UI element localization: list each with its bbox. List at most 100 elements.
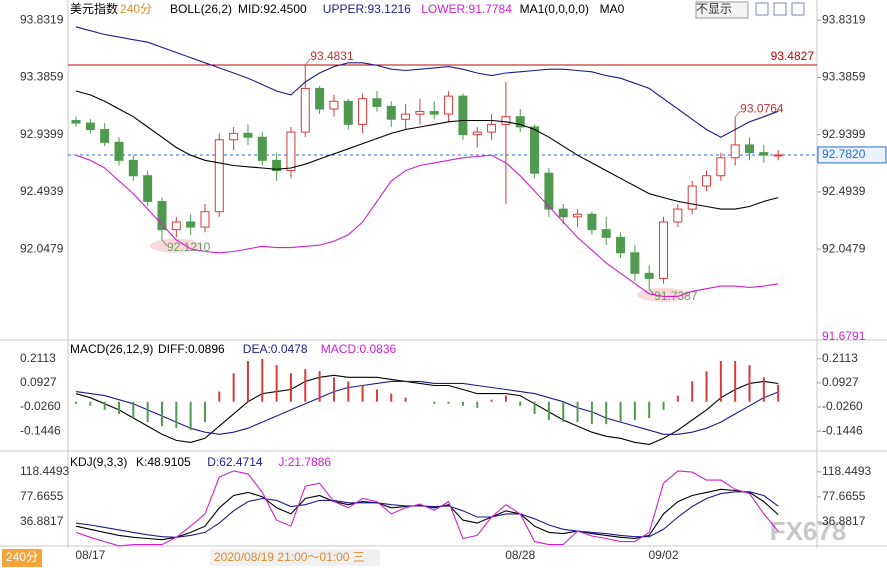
low-highlight (637, 287, 690, 302)
series-line (75, 374, 779, 445)
candle-body (114, 141, 124, 161)
series-line (75, 380, 779, 435)
y-tick-label-right: 0.0927 (822, 375, 859, 389)
timeframe-button[interactable] (2, 549, 42, 567)
candle-body (587, 213, 597, 231)
candle-body (329, 100, 339, 110)
candle-body (759, 152, 769, 156)
legend-label: BOLL(26,2) (170, 2, 232, 16)
candle-body (773, 154, 783, 157)
y-tick-label-right: 36.8817 (822, 514, 866, 528)
annotation-pointer (304, 58, 311, 66)
candle-body (200, 211, 210, 228)
series-line (75, 470, 779, 547)
candle-body (272, 159, 282, 172)
candle-body (444, 95, 454, 115)
y-tick-label-right: 118.4493 (822, 464, 871, 478)
candle-body (372, 98, 382, 107)
y-tick-label: 93.8319 (20, 12, 64, 26)
y-tick-label: 92.4939 (20, 184, 64, 198)
candle-body (429, 111, 439, 115)
y-tick-label: 93.3859 (20, 70, 64, 84)
hide-button-label[interactable]: 不显示 (696, 2, 732, 16)
candle-body (659, 221, 669, 279)
y-tick-label-right: 93.8319 (822, 12, 866, 26)
icon[interactable] (773, 2, 787, 16)
candle-body (157, 200, 167, 231)
candle-body (100, 129, 110, 143)
legend-label: 美元指数 (70, 1, 118, 16)
candle-body (71, 120, 81, 124)
y-tick-label: 92.9399 (20, 127, 64, 141)
candle-body (286, 131, 296, 172)
y-tick-label: 118.4493 (20, 464, 69, 478)
candle-body (644, 272, 654, 279)
y-tick-label: 36.8817 (20, 514, 64, 528)
candle-body (386, 105, 396, 120)
legend-label: MA1(0,0,0,0) (520, 2, 589, 16)
x-tick-label: 08/17 (75, 548, 105, 562)
candle-body (515, 116, 525, 128)
legend-label: MACD:0.0836 (321, 342, 397, 356)
candle-body (716, 157, 726, 177)
price-label: 93.4827 (771, 49, 815, 63)
candle-body (300, 87, 310, 133)
y-tick-label-right: 92.0479 (822, 241, 866, 255)
timeframe-label[interactable]: 240分 (6, 550, 38, 564)
candle-body (257, 136, 267, 161)
y-tick-label-right: -0.1446 (822, 423, 863, 437)
candle-body (573, 213, 583, 218)
legend-label: J:21.7886 (278, 455, 331, 469)
watermark: FX678 (770, 516, 847, 546)
candle-body (687, 185, 697, 210)
x-tick-label: 08/28 (505, 548, 535, 562)
y-tick-label-right: 92.9399 (822, 127, 866, 141)
candle-body (214, 139, 224, 213)
series-line (75, 26, 779, 138)
candle-body (630, 252, 640, 274)
x-tick-label: 09/02 (649, 548, 679, 562)
y-tick-label: 92.0479 (20, 241, 64, 255)
candle-body (730, 144, 740, 159)
candle-body (601, 229, 611, 238)
legend-label: K:48.9105 (136, 455, 191, 469)
icon[interactable] (791, 2, 805, 16)
legend-label: D:62.4714 (207, 455, 263, 469)
axis-bottom-label: 91.6791 (822, 329, 866, 343)
candle-body (558, 208, 568, 218)
legend-label: MID:92.4500 (238, 2, 307, 16)
legend-label: 240分 (120, 2, 152, 16)
y-tick-label: 0.0927 (20, 375, 57, 389)
candle-body (501, 116, 511, 125)
y-tick-label-right: -0.0260 (822, 399, 863, 413)
annotation-pointer (734, 110, 741, 118)
candle-body (85, 122, 95, 131)
legend-label: DEA:0.0478 (243, 342, 308, 356)
annotation-pointer (648, 288, 655, 296)
legend-label: UPPER:93.1216 (323, 2, 411, 16)
y-tick-label-right: 93.3859 (822, 70, 866, 84)
candle-body (415, 111, 425, 115)
icon[interactable] (755, 2, 769, 16)
annotation-pointer (161, 239, 168, 247)
candle-body (343, 100, 353, 125)
annotation: 93.4831 (310, 49, 354, 63)
legend-label: MACD(26,12,9) (70, 342, 153, 356)
y-tick-label: -0.1446 (20, 423, 61, 437)
hide-button[interactable] (695, 1, 749, 19)
legend-label: MA0 (600, 2, 625, 16)
annotation: 93.0764 (740, 101, 784, 115)
candle-body (487, 123, 497, 133)
legend-label: LOWER:91.7784 (421, 2, 512, 16)
y-tick-label: 77.6655 (20, 489, 64, 503)
candle-body (315, 87, 325, 110)
candle-body (171, 221, 181, 231)
legend-label: DIFF:0.0896 (158, 342, 225, 356)
y-tick-label-right: 0.2113 (822, 351, 858, 365)
candle-body (745, 144, 755, 154)
candle-body (243, 132, 253, 138)
crosshair-box (210, 549, 380, 566)
candle-body (544, 172, 554, 210)
series-line (75, 491, 779, 538)
price-box (817, 146, 887, 164)
